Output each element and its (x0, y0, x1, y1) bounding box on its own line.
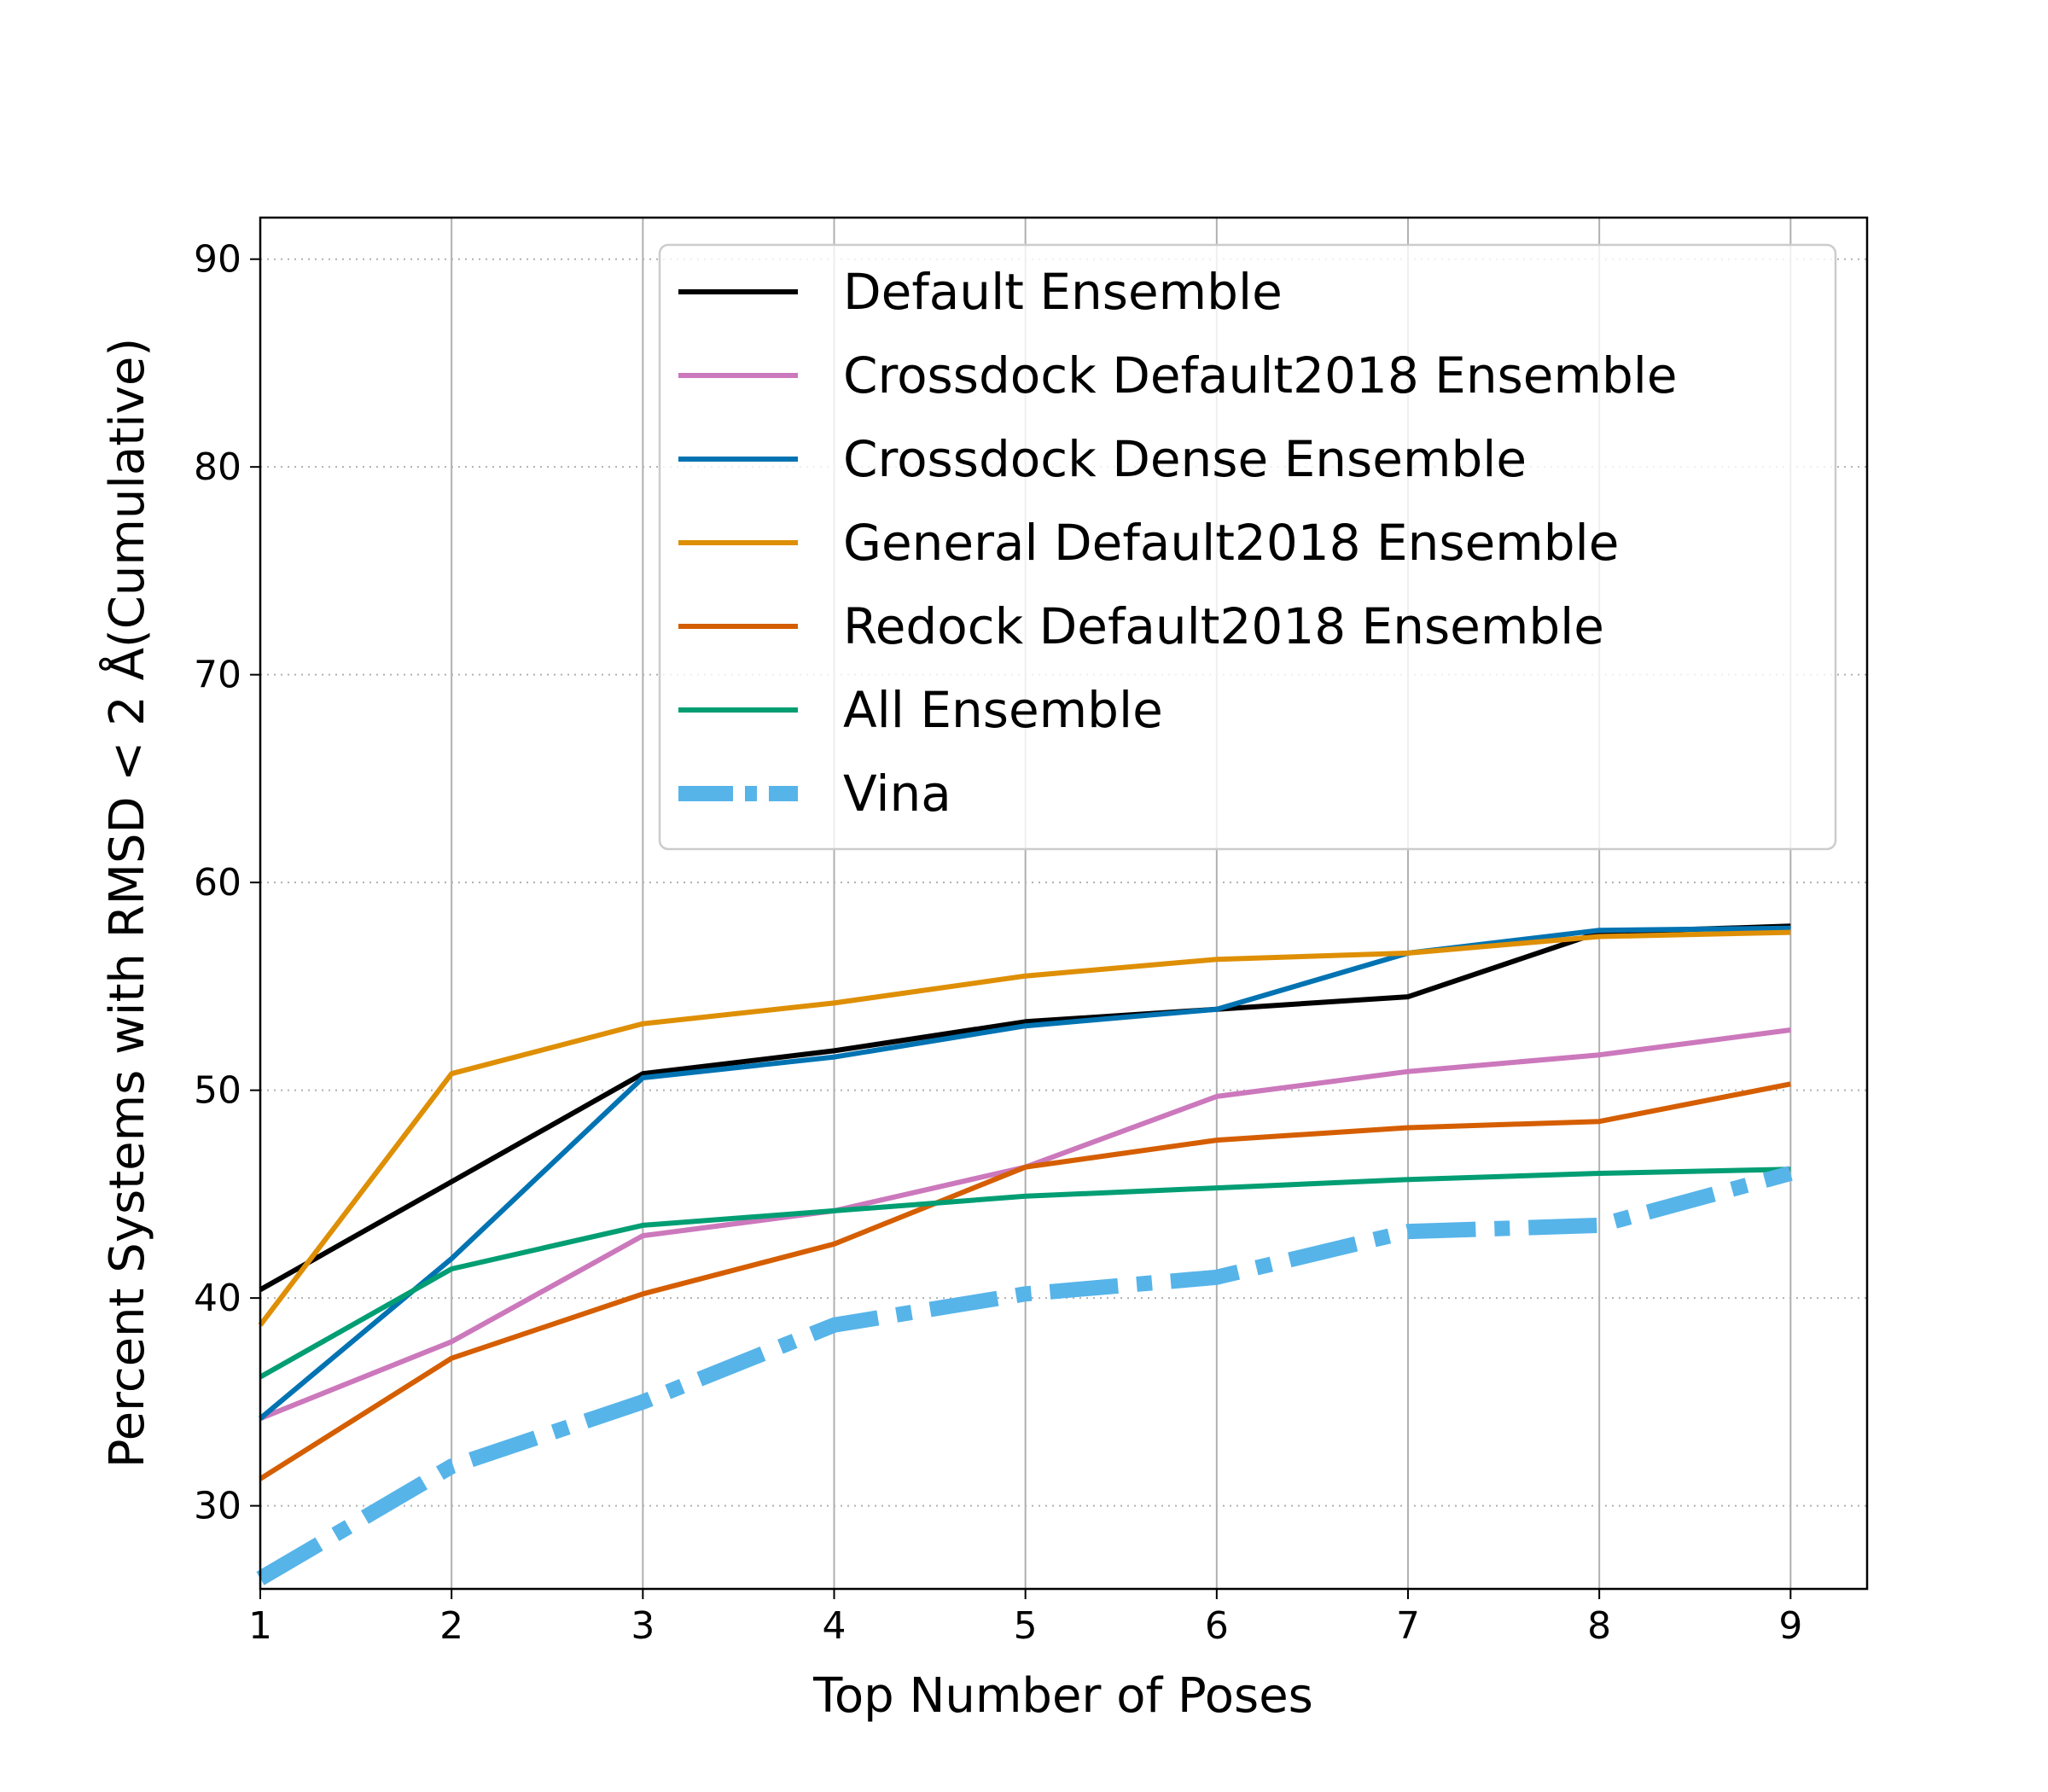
y-tick-label: 70 (194, 654, 241, 697)
series-line (259, 1167, 1791, 1380)
y-tick-label: 40 (194, 1277, 241, 1320)
y-tick-label: 80 (194, 445, 241, 489)
series-line (259, 925, 1791, 1421)
series-line (258, 929, 1791, 1327)
legend-label: General Default2018 Ensemble (843, 514, 1619, 572)
x-tick-label: 1 (248, 1604, 272, 1648)
plot-frame (259, 216, 1869, 1591)
x-tick-label: 8 (1587, 1604, 1611, 1648)
x-tick-label: 9 (1778, 1604, 1802, 1648)
x-tick-label: 3 (631, 1604, 655, 1648)
x-axis-title: Top Number of Poses (812, 1668, 1313, 1724)
legend-label: Crossdock Default2018 Ensemble (843, 346, 1678, 404)
y-axis-title: Percent Systems with RMSD < 2 Å(Cumulati… (99, 338, 155, 1468)
legend-label: Vina (843, 765, 951, 823)
legend-box (658, 243, 1837, 851)
x-tick-label: 7 (1396, 1604, 1420, 1648)
series-line (259, 1081, 1791, 1481)
legend-label: Crossdock Dense Ensemble (843, 430, 1527, 488)
y-tick-label: 90 (194, 238, 241, 282)
x-tick-label: 5 (1014, 1604, 1038, 1648)
series-line (256, 1166, 1793, 1585)
legend-label: Redock Default2018 Ensemble (843, 597, 1604, 655)
y-tick-label: 50 (194, 1069, 241, 1113)
y-tick-label: 30 (194, 1485, 241, 1528)
legend-label: All Ensemble (843, 681, 1163, 739)
axis-ticks: 1 2 3 4 5 6 7 8 9 30 40 50 60 70 80 90 (194, 238, 1802, 1648)
legend-label: Default Ensemble (843, 263, 1283, 321)
x-tick-label: 2 (439, 1604, 463, 1648)
x-tick-label: 4 (823, 1604, 847, 1648)
y-tick-label: 60 (194, 861, 241, 905)
legend: Default Ensemble Crossdock Default2018 En… (658, 243, 1837, 851)
series-lines (256, 923, 1793, 1585)
series-line (259, 923, 1791, 1293)
x-tick-label: 6 (1205, 1604, 1229, 1648)
